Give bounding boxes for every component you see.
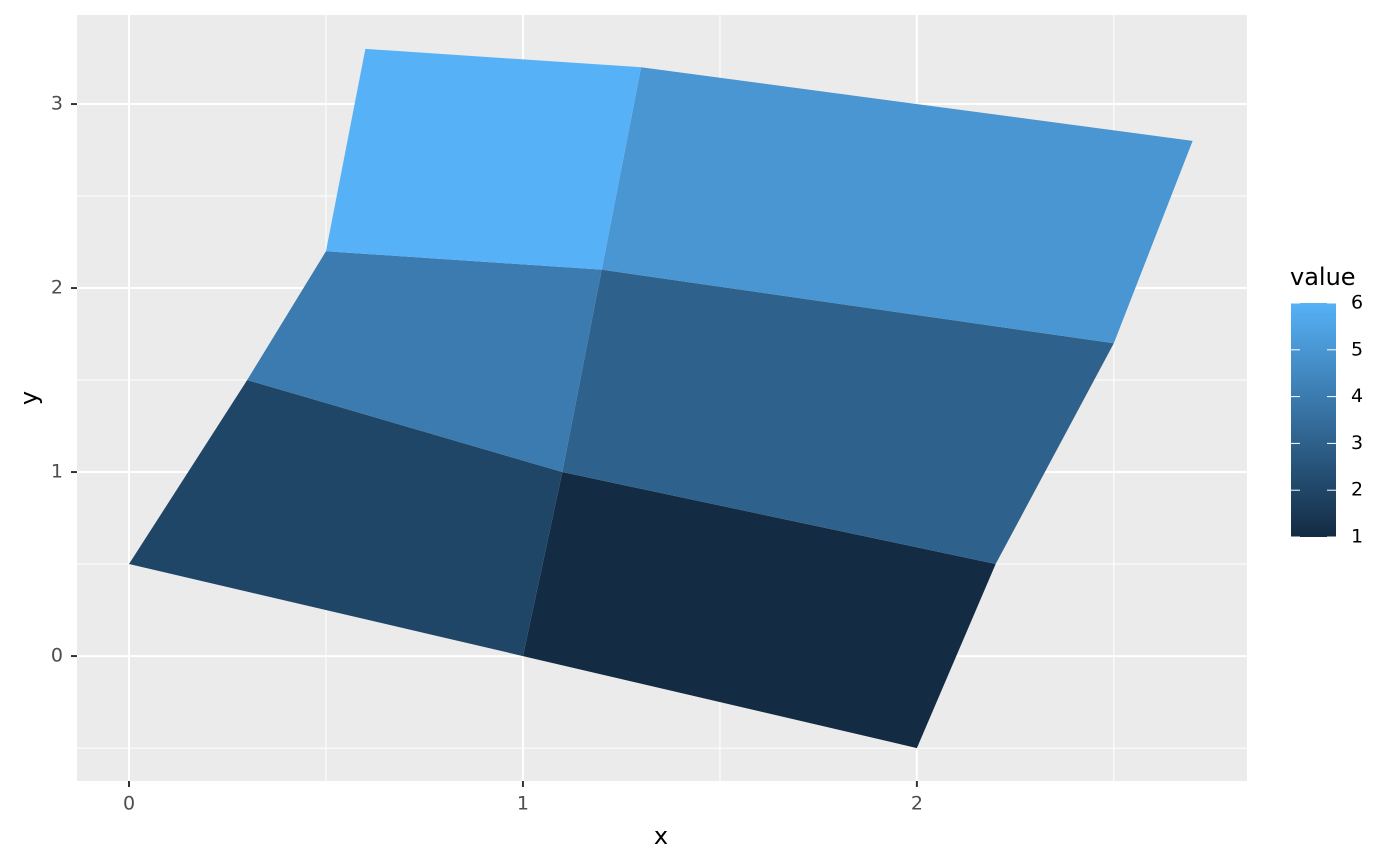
y-tick-label: 1 (51, 461, 63, 483)
legend-label: 6 (1351, 292, 1363, 314)
colorbar (1291, 303, 1336, 537)
y-tick-label: 3 (51, 93, 63, 115)
legend-label: 2 (1351, 479, 1363, 501)
legend-label: 4 (1351, 385, 1363, 407)
x-axis-title: x (654, 822, 668, 850)
polygon (325, 48, 642, 270)
x-tick-label: 0 (123, 793, 135, 815)
legend-label: 1 (1351, 526, 1363, 548)
x-tick-label: 2 (911, 793, 923, 815)
legend-title: value (1290, 263, 1356, 291)
polygon (562, 269, 1114, 565)
polygon (247, 251, 602, 473)
legend-label: 5 (1351, 338, 1363, 360)
y-axis-title: y (15, 391, 43, 405)
x-tick-label: 1 (517, 793, 529, 815)
polygon (522, 472, 996, 749)
polygon (129, 380, 563, 657)
y-tick-label: 0 (51, 645, 63, 667)
legend-label: 3 (1351, 432, 1363, 454)
polygon (601, 67, 1193, 344)
y-tick-label: 2 (51, 277, 63, 299)
